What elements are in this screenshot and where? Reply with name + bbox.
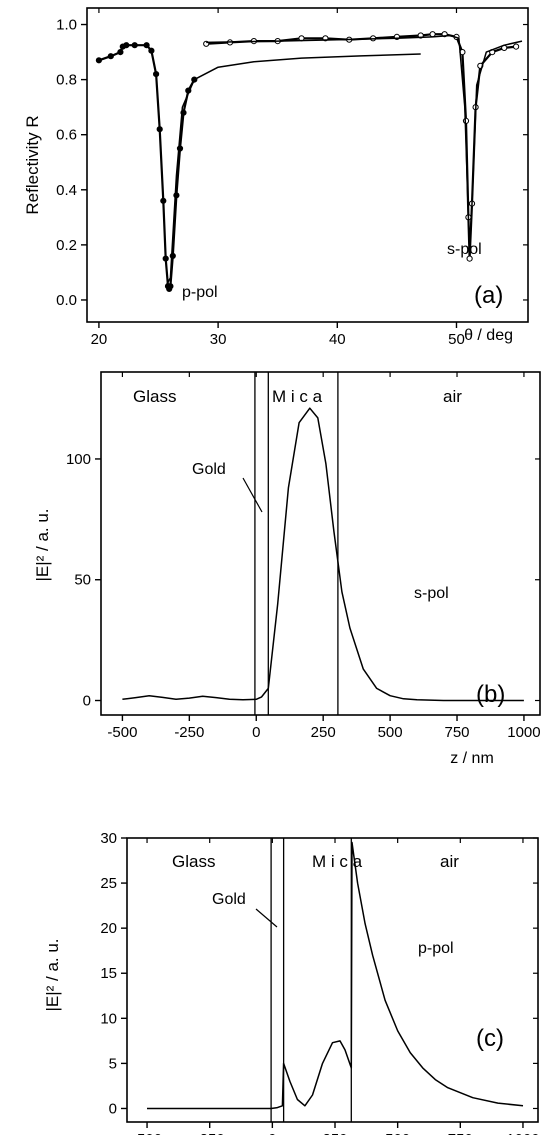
gold-leader-line <box>255 908 278 928</box>
x-tick-label: 500 <box>385 1131 410 1135</box>
y-tick-label: 20 <box>100 920 117 937</box>
x-tick-label: -500 <box>132 1131 162 1135</box>
x-tick-label: 1000 <box>507 724 540 741</box>
y-axis-label: Reflectivity R <box>23 115 42 214</box>
x-tick-label: 20 <box>91 331 108 348</box>
region-label: air <box>440 852 459 871</box>
y-tick-label: 50 <box>74 572 91 589</box>
series-1-line <box>165 53 421 287</box>
y-tick-label: 100 <box>66 451 91 468</box>
panel-label: (a) <box>474 282 503 309</box>
x-tick-label: 40 <box>329 331 346 348</box>
series-0-line <box>147 841 524 1110</box>
y-tick-label: 0 <box>109 1100 117 1117</box>
x-tick-label: 750 <box>445 724 470 741</box>
data-point <box>148 47 155 54</box>
x-tick-label: 500 <box>378 724 403 741</box>
y-tick-label: 0 <box>83 693 91 710</box>
x-tick-label: -500 <box>107 724 137 741</box>
data-point <box>466 255 473 262</box>
annotation-label: p-pol <box>418 940 454 957</box>
y-axis-label: |E|² / a. u. <box>33 508 52 581</box>
panel-label: (b) <box>476 681 505 708</box>
y-tick-label: 1.0 <box>56 17 77 34</box>
panel-label: (c) <box>476 1025 504 1052</box>
region-label: Glass <box>133 387 176 406</box>
annotation-label: s-pol <box>447 241 482 258</box>
panel-c: -500 -250 0 250 500 750 1000 0 5 10 15 20 25 30 |E|² /… <box>43 830 540 1135</box>
x-tick-label: 0 <box>252 724 260 741</box>
y-tick-label: 5 <box>109 1055 117 1072</box>
y-tick-label: 0.4 <box>56 182 77 199</box>
x-tick-label: -250 <box>195 1131 225 1135</box>
data-point <box>131 42 138 49</box>
annotation-label: p-pol <box>182 284 218 301</box>
x-axis-label: z / nm <box>450 750 494 767</box>
data-point <box>143 42 150 49</box>
data-point <box>167 283 174 290</box>
series-2-trace <box>206 33 517 260</box>
y-tick-label: 0.0 <box>56 292 77 309</box>
y-tick-label: 0.8 <box>56 72 77 89</box>
data-point <box>156 126 163 133</box>
plot-frame <box>86 7 529 323</box>
series-3-line <box>206 34 523 257</box>
x-tick-label: 250 <box>311 724 336 741</box>
x-tick-label: 50 <box>448 331 465 348</box>
annotation-label: s-pol <box>414 585 449 602</box>
x-tick-label: 0 <box>268 1131 276 1135</box>
y-axis-label: |E|² / a. u. <box>43 938 62 1011</box>
data-point <box>160 197 167 204</box>
series-0-line <box>122 407 524 702</box>
y-tick-label: 25 <box>100 875 117 892</box>
plot-frame <box>126 837 539 1123</box>
data-point <box>153 71 160 78</box>
data-point <box>513 43 520 50</box>
gold-leader-line <box>242 477 263 513</box>
x-tick-label: 1000 <box>506 1131 539 1135</box>
x-tick-label: 30 <box>210 331 227 348</box>
region-label: Glass <box>172 852 215 871</box>
data-point <box>123 42 130 49</box>
region-label: M i c a <box>312 852 363 871</box>
region-label: air <box>443 387 462 406</box>
plot-frame <box>100 371 541 716</box>
series-0-trace <box>98 44 196 290</box>
annotation-label: Gold <box>192 461 226 478</box>
y-tick-label: 10 <box>100 1010 117 1027</box>
x-tick-label: 250 <box>322 1131 347 1135</box>
panel-a: 20 30 40 50 0.0 0.2 0.4 0.6 0.8 1.0 θ / deg Reflect… <box>23 7 529 348</box>
data-point <box>117 49 124 56</box>
y-tick-label: 0.2 <box>56 237 77 254</box>
annotation-label: Gold <box>212 891 246 908</box>
region-label: M i c a <box>272 387 323 406</box>
panel-b: -500 -250 0 250 500 750 1000 0 50 100 z / nm |E|² /… <box>33 371 541 767</box>
x-axis-label: θ / deg <box>464 327 513 344</box>
y-tick-label: 15 <box>100 965 117 982</box>
y-tick-label: 0.6 <box>56 127 77 144</box>
data-point <box>95 57 103 64</box>
data-point <box>107 53 114 60</box>
data-point <box>162 255 169 262</box>
x-tick-label: -250 <box>174 724 204 741</box>
x-tick-label: 750 <box>448 1131 473 1135</box>
y-tick-label: 30 <box>100 830 117 847</box>
